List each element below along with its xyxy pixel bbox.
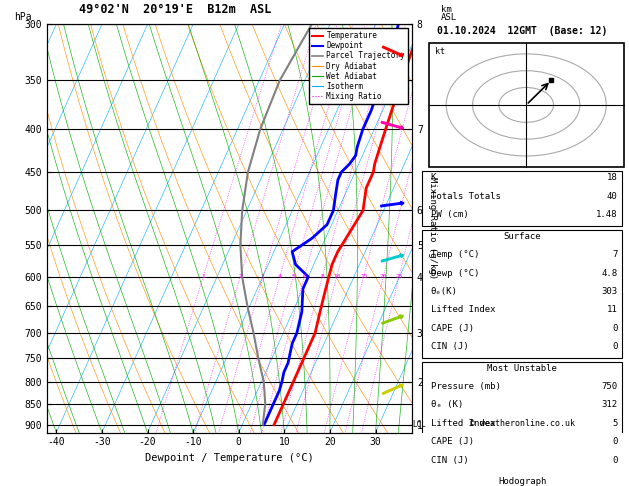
Text: PW (cm): PW (cm): [431, 210, 469, 219]
Text: Temp (°C): Temp (°C): [431, 250, 479, 259]
Text: 40: 40: [607, 192, 618, 201]
Text: 1.48: 1.48: [596, 210, 618, 219]
Bar: [423, 475, 621, 486]
Y-axis label: Mixing Ratio (g/kg): Mixing Ratio (g/kg): [428, 177, 437, 279]
Text: 2: 2: [238, 274, 242, 279]
Text: θₑ (K): θₑ (K): [431, 400, 463, 409]
Text: 4: 4: [278, 274, 282, 279]
Text: 25: 25: [395, 274, 403, 279]
Text: 303: 303: [601, 287, 618, 296]
Text: 0: 0: [612, 324, 618, 333]
Text: 7: 7: [612, 250, 618, 259]
Text: Lifted Index: Lifted Index: [431, 305, 495, 314]
Text: 0: 0: [612, 342, 618, 351]
Text: 0: 0: [612, 437, 618, 446]
Text: CIN (J): CIN (J): [431, 455, 469, 465]
Text: Lifted Index: Lifted Index: [431, 419, 495, 428]
Text: 312: 312: [601, 400, 618, 409]
Text: kt: kt: [435, 47, 445, 56]
Text: Pressure (mb): Pressure (mb): [431, 382, 501, 391]
Bar: [423, 362, 621, 472]
Text: K: K: [431, 174, 436, 182]
Text: 0: 0: [612, 455, 618, 465]
Bar: [423, 230, 621, 358]
Legend: Temperature, Dewpoint, Parcel Trajectory, Dry Adiabat, Wet Adiabat, Isotherm, Mi: Temperature, Dewpoint, Parcel Trajectory…: [309, 28, 408, 104]
Text: θₑ(K): θₑ(K): [431, 287, 458, 296]
Text: 5: 5: [612, 419, 618, 428]
Text: 1: 1: [201, 274, 205, 279]
Bar: [423, 171, 621, 226]
Text: Totals Totals: Totals Totals: [431, 192, 501, 201]
Text: Surface: Surface: [503, 232, 541, 241]
Text: km
ASL: km ASL: [441, 5, 457, 22]
Text: 49°02'N  20°19'E  B12m  ASL: 49°02'N 20°19'E B12m ASL: [79, 3, 271, 16]
Text: hPa: hPa: [14, 12, 32, 22]
Text: Most Unstable: Most Unstable: [487, 364, 557, 373]
Text: 10: 10: [333, 274, 340, 279]
X-axis label: Dewpoint / Temperature (°C): Dewpoint / Temperature (°C): [145, 453, 314, 463]
Text: CAPE (J): CAPE (J): [431, 324, 474, 333]
Text: 20: 20: [379, 274, 387, 279]
Text: 3: 3: [261, 274, 265, 279]
Text: 11: 11: [607, 305, 618, 314]
Text: CAPE (J): CAPE (J): [431, 437, 474, 446]
Text: © weatheronline.co.uk: © weatheronline.co.uk: [470, 419, 574, 429]
Text: Dewp (°C): Dewp (°C): [431, 269, 479, 278]
Text: LCL: LCL: [412, 420, 426, 429]
Text: 750: 750: [601, 382, 618, 391]
Text: 01.10.2024  12GMT  (Base: 12): 01.10.2024 12GMT (Base: 12): [437, 26, 607, 36]
Text: 4.8: 4.8: [601, 269, 618, 278]
Text: 8: 8: [320, 274, 324, 279]
Text: 18: 18: [607, 174, 618, 182]
Text: 15: 15: [360, 274, 367, 279]
Text: CIN (J): CIN (J): [431, 342, 469, 351]
Bar: [429, 43, 624, 167]
Text: Hodograph: Hodograph: [498, 477, 546, 486]
Text: 6: 6: [303, 274, 306, 279]
Text: 5: 5: [291, 274, 295, 279]
